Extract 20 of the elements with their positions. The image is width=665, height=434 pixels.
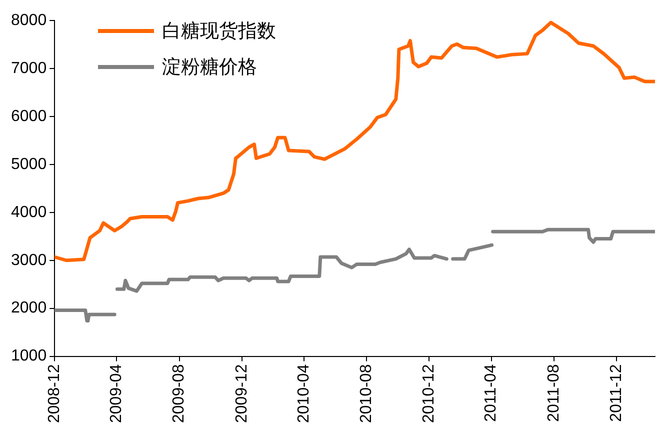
x-tick-label: 2009-08 — [170, 364, 188, 423]
x-tick-label: 2011-12 — [608, 364, 625, 422]
y-tick-label: 4000 — [11, 204, 47, 221]
x-tick-label: 2010-12 — [420, 364, 438, 423]
x-tick-label: 2008-12 — [46, 364, 63, 423]
x-tick-label: 2010-08 — [358, 364, 376, 423]
x-tick-label: 2011-04 — [482, 364, 500, 422]
legend-label: 淀粉糖价格 — [162, 56, 257, 80]
legend-label: 白糖现货指数 — [162, 20, 276, 44]
y-tick-label: 2000 — [11, 300, 47, 317]
x-tick-label: 2009-12 — [233, 364, 250, 423]
x-tick-label: 2011-08 — [545, 364, 562, 422]
y-tick-label: 7000 — [11, 60, 47, 77]
x-tick-label: 2009-04 — [108, 364, 126, 423]
y-tick-label: 6000 — [11, 108, 47, 125]
y-tick-label: 1000 — [11, 348, 47, 365]
y-tick-label: 3000 — [11, 252, 47, 269]
x-tick-label: 2010-04 — [295, 364, 312, 423]
y-tick-label: 5000 — [11, 156, 47, 173]
y-tick-label: 8000 — [11, 12, 47, 30]
